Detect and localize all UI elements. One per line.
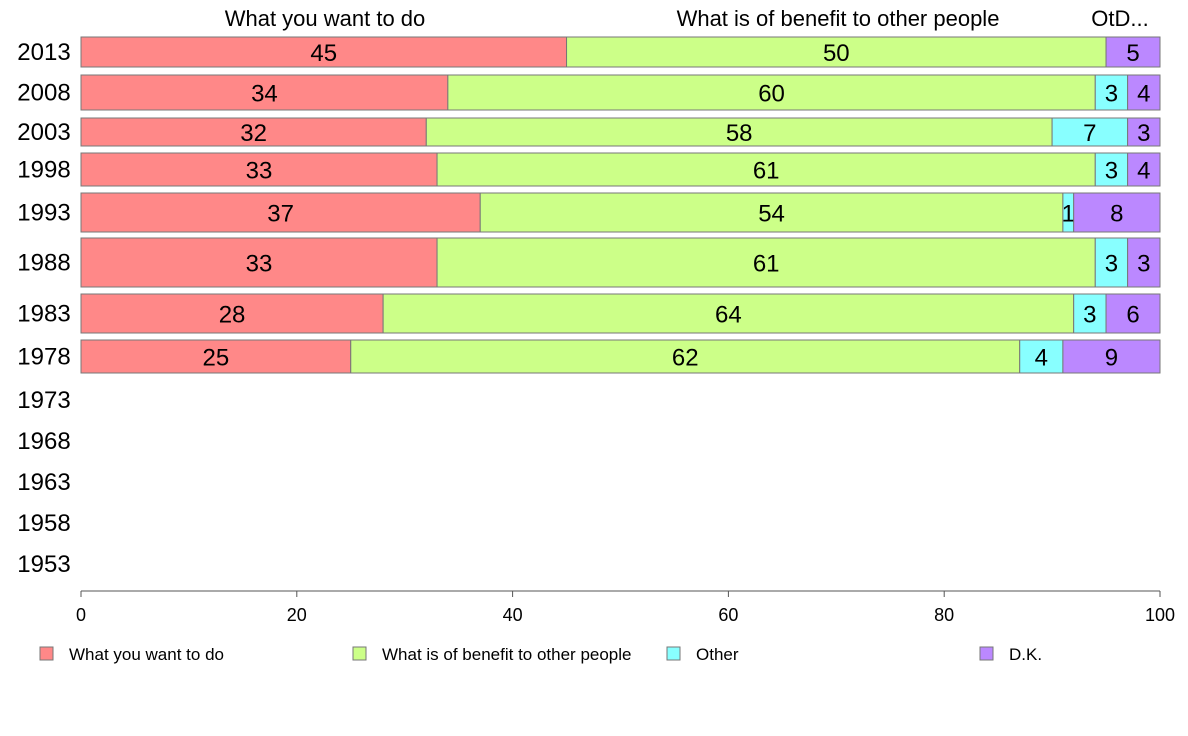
- bar-segment: [80, 237, 438, 288]
- bar-segment: [80, 36, 568, 68]
- bar-value-label: 3: [1137, 251, 1150, 278]
- bar-segment: [1094, 152, 1129, 187]
- bar-value-label: 3: [1083, 302, 1096, 329]
- column-header: What you want to do: [225, 6, 426, 31]
- bar-value-label: 4: [1035, 345, 1048, 372]
- bar-value-label: 34: [251, 81, 278, 108]
- bar-segment: [80, 74, 449, 111]
- bar-segment: [80, 339, 352, 374]
- bar-value-label: 50: [823, 40, 850, 67]
- x-tick-label: 0: [76, 605, 86, 625]
- bar-value-label: 32: [240, 120, 267, 147]
- year-label: 2003: [17, 119, 70, 146]
- bar-segment: [436, 152, 1096, 187]
- bar-segment: [1127, 117, 1161, 147]
- x-tick-label: 20: [287, 605, 307, 625]
- legend-label: What is of benefit to other people: [382, 645, 632, 664]
- bar-value-label: 9: [1105, 345, 1118, 372]
- bar-value-label: 3: [1105, 251, 1118, 278]
- bar-value-label: 5: [1126, 40, 1139, 67]
- bar-segment: [1073, 293, 1107, 334]
- bar-segment: [1105, 293, 1161, 334]
- bar-segment: [1019, 339, 1064, 374]
- bar-segment: [1094, 74, 1129, 111]
- year-label: 1958: [17, 510, 70, 537]
- bar-value-label: 6: [1126, 302, 1139, 329]
- legend-swatch: [352, 646, 367, 661]
- bar-value-label: 4: [1137, 81, 1150, 108]
- bar-value-label: 37: [267, 201, 294, 228]
- bar-segment: [80, 152, 438, 187]
- x-tick-label: 80: [934, 605, 954, 625]
- bar-segment: [566, 36, 1107, 68]
- bar-value-label: 54: [758, 201, 785, 228]
- bar-segment: [447, 74, 1096, 111]
- bar-value-label: 33: [246, 158, 273, 185]
- bar-segment: [425, 117, 1053, 147]
- year-label: 2008: [17, 80, 70, 107]
- year-label: 1968: [17, 428, 70, 455]
- year-label: 1983: [17, 301, 70, 328]
- bar-segment: [1105, 36, 1161, 68]
- legend-label: D.K.: [1009, 645, 1042, 664]
- legend-label: What you want to do: [69, 645, 224, 664]
- x-tick-label: 60: [718, 605, 738, 625]
- year-labels: 2013 2008 2003 1998 1993 1988 1983 1978 1973 1968…: [17, 39, 70, 578]
- bar-segment: [1051, 117, 1129, 147]
- bar-segment: [1127, 74, 1161, 111]
- bar-value-label: 3: [1105, 81, 1118, 108]
- bar-value-label: 64: [715, 302, 742, 329]
- legend: What you want to do What is of benefit to…: [39, 645, 1042, 664]
- year-label: 1988: [17, 250, 70, 277]
- bar-value-label: 1: [1062, 201, 1075, 228]
- bar-value-label: 25: [203, 345, 230, 372]
- legend-label: Other: [696, 645, 739, 664]
- year-label: 1973: [17, 387, 70, 414]
- bar-value-label: 28: [219, 302, 246, 329]
- legend-swatch: [666, 646, 681, 661]
- bar-value-label: 7: [1083, 120, 1096, 147]
- x-tick-label: 40: [503, 605, 523, 625]
- bar-value-label: 33: [246, 251, 273, 278]
- bar-segment: [1062, 339, 1161, 374]
- bar-value-label: 8: [1110, 201, 1123, 228]
- bar-segment: [1127, 152, 1161, 187]
- year-label: 1998: [17, 157, 70, 184]
- x-tick-label: 100: [1145, 605, 1175, 625]
- year-label: 1963: [17, 469, 70, 496]
- x-axis: 0 20 40 60 80 100: [76, 590, 1175, 625]
- bar-segment: [1073, 192, 1161, 233]
- bar-segment: [479, 192, 1064, 233]
- column-headers: What you want to do What is of benefit to…: [225, 6, 1149, 31]
- legend-swatch: [39, 646, 54, 661]
- bar-value-label: 62: [672, 345, 699, 372]
- bar-value-label: 3: [1137, 120, 1150, 147]
- year-label: 2013: [17, 39, 70, 66]
- year-label: 1978: [17, 344, 70, 371]
- bar-value-label: 61: [753, 251, 780, 278]
- year-label: 1953: [17, 551, 70, 578]
- bar-value-label: 45: [310, 40, 337, 67]
- bar-value-label: 60: [758, 81, 785, 108]
- bar-value-label: 58: [726, 120, 753, 147]
- bar-segment: [382, 293, 1075, 334]
- bar-segment: [80, 192, 481, 233]
- year-label: 1993: [17, 200, 70, 227]
- bar-segment: [350, 339, 1021, 374]
- bar-segment: [1127, 237, 1161, 288]
- legend-swatch: [979, 646, 994, 661]
- bar-value-label: 61: [753, 158, 780, 185]
- bar-value-label: 4: [1137, 158, 1150, 185]
- column-header: OtD...: [1091, 6, 1148, 31]
- bar-segment: [80, 117, 427, 147]
- bars: 45 50 534 60 3 432 58 7 333 61 3 437 54 1 833 61 3 328 64 3…: [80, 36, 1161, 374]
- bar-value-label: 3: [1105, 158, 1118, 185]
- column-header: What is of benefit to other people: [677, 6, 1000, 31]
